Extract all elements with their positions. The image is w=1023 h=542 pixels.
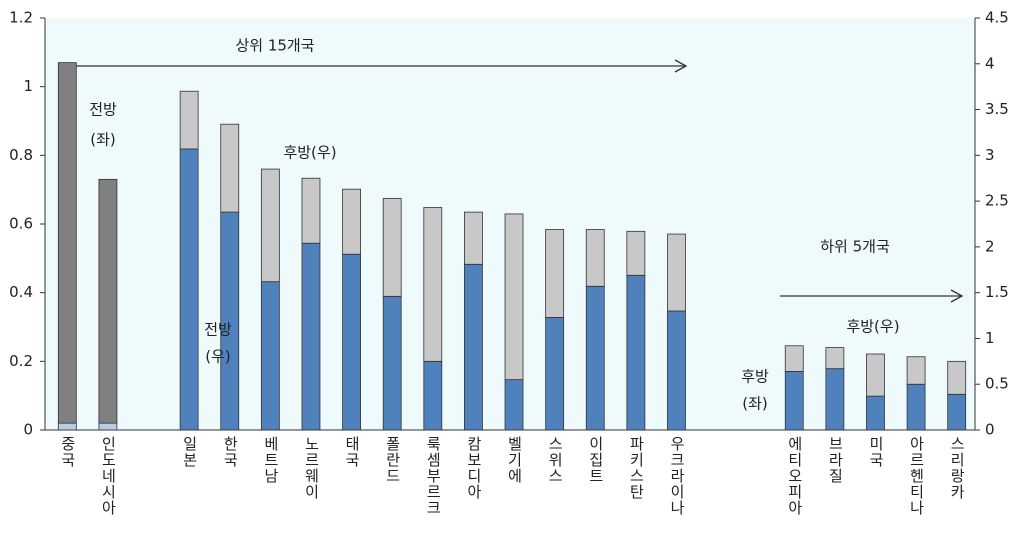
y2-tick-label: 1 xyxy=(985,329,995,347)
bar xyxy=(423,360,443,431)
bar xyxy=(342,253,361,431)
y2-tick-label: 2.5 xyxy=(985,192,1009,210)
annotation: (우) xyxy=(205,348,231,366)
bar xyxy=(382,197,402,297)
x-tick-label: 베트남 xyxy=(262,436,280,484)
annotation: 전방 xyxy=(89,101,117,119)
bar xyxy=(906,356,926,385)
bar xyxy=(504,213,524,381)
x-tick-label: 우크라이나 xyxy=(668,436,686,516)
bar xyxy=(626,274,646,431)
x-tick-label: 일본 xyxy=(181,436,199,468)
x-tick-label: 인도네시아 xyxy=(99,436,117,516)
bar xyxy=(301,177,321,244)
bar xyxy=(545,316,565,431)
bar xyxy=(98,422,118,431)
bar xyxy=(784,345,804,372)
bar xyxy=(260,168,280,283)
annotation: 하위 5개국 xyxy=(820,238,890,256)
bar xyxy=(342,188,361,255)
bar xyxy=(585,229,605,287)
x-tick-label: 룩셈부르크 xyxy=(424,436,442,516)
x-tick-label: 폴란드 xyxy=(384,436,402,484)
annotation: (좌) xyxy=(90,131,116,149)
bar xyxy=(947,360,967,395)
annotation: 후방(우) xyxy=(283,144,336,162)
y2-tick-label: 0.5 xyxy=(985,375,1009,393)
x-tick-label: 미국 xyxy=(867,436,885,468)
bar xyxy=(504,379,524,431)
x-tick-label: 에티오피아 xyxy=(786,436,804,516)
x-tick-label: 한국 xyxy=(221,436,239,468)
y-tick-label: 0.2 xyxy=(9,352,33,370)
y-tick-label: 0 xyxy=(23,421,33,439)
y2-tick-label: 4.5 xyxy=(985,9,1009,27)
bar xyxy=(179,148,199,431)
annotation: (좌) xyxy=(742,395,768,413)
x-tick-label: 캄보디아 xyxy=(465,436,483,500)
y-tick-label: 1 xyxy=(23,77,33,95)
bar xyxy=(667,233,686,312)
bar xyxy=(260,281,280,431)
bar xyxy=(784,371,804,431)
y2-tick-label: 1.5 xyxy=(985,283,1009,301)
bar xyxy=(866,395,885,431)
x-tick-label: 스리랑카 xyxy=(948,436,966,500)
bar xyxy=(545,229,565,318)
y-tick-label: 0.8 xyxy=(9,146,33,164)
bar xyxy=(382,295,402,431)
y2-tick-label: 3 xyxy=(985,146,995,164)
x-tick-label: 중국 xyxy=(59,436,77,468)
y2-tick-label: 0 xyxy=(985,421,995,439)
bar xyxy=(464,263,483,431)
y-tick-label: 0.6 xyxy=(9,215,33,233)
bar xyxy=(906,383,926,431)
y2-tick-label: 4 xyxy=(985,54,995,72)
bar xyxy=(585,285,605,431)
y2-tick-label: 3.5 xyxy=(985,100,1009,118)
bar xyxy=(626,230,646,276)
annotation: 후방(우) xyxy=(846,318,899,336)
x-tick-label: 태국 xyxy=(343,436,361,468)
bar xyxy=(179,90,199,150)
bar xyxy=(825,368,845,431)
bar xyxy=(667,310,686,431)
bar xyxy=(57,62,77,424)
bar xyxy=(866,353,885,397)
bar xyxy=(57,422,77,431)
bar xyxy=(220,123,240,213)
bar xyxy=(423,207,443,362)
annotation: 상위 15개국 xyxy=(235,37,314,55)
x-tick-label: 아르헨티나 xyxy=(908,436,926,516)
y2-tick-label: 2 xyxy=(985,237,995,255)
x-tick-label: 이집트 xyxy=(587,436,605,484)
bar xyxy=(98,178,118,424)
bar xyxy=(464,211,483,265)
y-tick-label: 1.2 xyxy=(9,9,33,27)
x-tick-label: 벨기에 xyxy=(506,436,524,484)
bar xyxy=(825,347,845,370)
bar xyxy=(301,242,321,431)
y-tick-label: 0.4 xyxy=(9,283,33,301)
bar xyxy=(947,393,967,431)
x-tick-label: 스위스 xyxy=(546,436,564,484)
x-tick-label: 파키스탄 xyxy=(627,436,645,500)
annotation: 전방 xyxy=(204,321,232,339)
x-tick-label: 브라질 xyxy=(826,436,844,484)
x-tick-label: 노르웨이 xyxy=(302,436,320,500)
annotation: 후방 xyxy=(741,368,769,386)
